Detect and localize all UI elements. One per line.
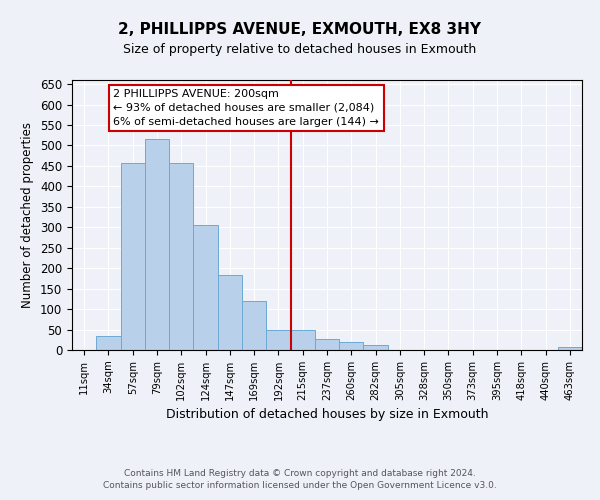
Y-axis label: Number of detached properties: Number of detached properties [22,122,34,308]
Text: Contains HM Land Registry data © Crown copyright and database right 2024.
Contai: Contains HM Land Registry data © Crown c… [103,468,497,490]
X-axis label: Distribution of detached houses by size in Exmouth: Distribution of detached houses by size … [166,408,488,422]
Bar [364,345,388,350]
Bar [169,163,193,350]
Bar [558,346,582,350]
Bar [145,140,169,350]
Bar [242,301,266,350]
Text: 2, PHILLIPPS AVENUE, EXMOUTH, EX8 3HY: 2, PHILLIPPS AVENUE, EXMOUTH, EX8 3HY [119,22,482,38]
Bar [315,338,339,350]
Text: Size of property relative to detached houses in Exmouth: Size of property relative to detached ho… [124,42,476,56]
Bar [339,342,364,350]
Bar [266,330,290,350]
Bar [290,330,315,350]
Bar [193,225,218,350]
Bar [96,336,121,350]
Bar [218,275,242,350]
Bar [121,162,145,350]
Text: 2 PHILLIPPS AVENUE: 200sqm
← 93% of detached houses are smaller (2,084)
6% of se: 2 PHILLIPPS AVENUE: 200sqm ← 93% of deta… [113,89,379,127]
